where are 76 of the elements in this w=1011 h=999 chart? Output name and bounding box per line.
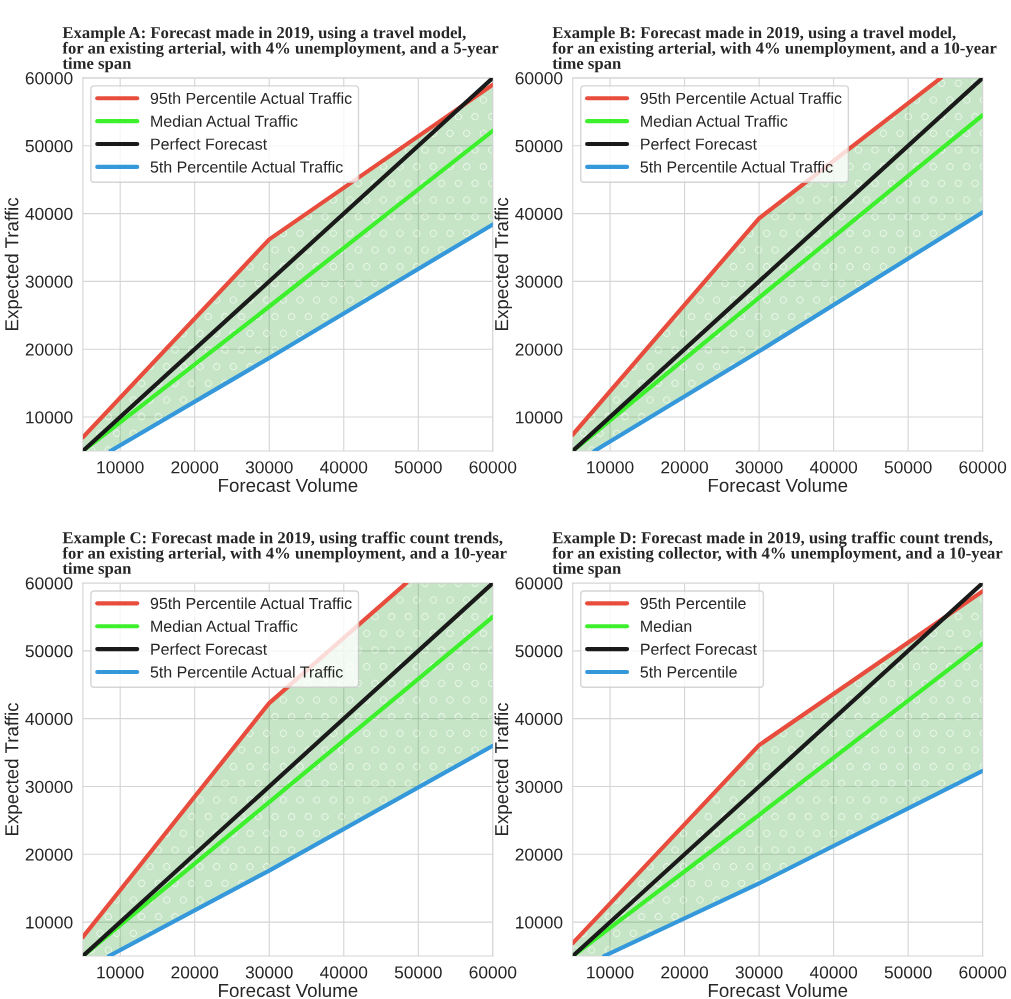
y-tick-label: 60000 (25, 577, 73, 590)
y-axis-title: Expected Traffic (4, 197, 23, 330)
legend-label: 5th Percentile Actual Traffic (150, 666, 343, 678)
y-tick-label: 50000 (25, 139, 73, 153)
x-tick-label: 20000 (661, 461, 709, 474)
x-tick-label: 60000 (959, 966, 1007, 979)
x-tick-label: 20000 (171, 966, 219, 979)
x-tick-label: 40000 (320, 966, 368, 979)
x-tick-label: 60000 (469, 966, 517, 979)
y-tick-label: 50000 (25, 645, 73, 658)
legend-label: 5th Percentile (640, 666, 737, 678)
x-tick-label: 60000 (959, 461, 1007, 474)
y-tick-label: 20000 (515, 848, 563, 861)
legend-label: Median Actual Traffic (151, 115, 298, 127)
y-tick-label: 10000 (26, 916, 73, 929)
x-tick-label: 10000 (97, 966, 144, 979)
legend-label: Median Actual Traffic (641, 115, 788, 127)
chart-title: Example A: Forecast made in 2019, using a travel model, for an existing arterial, with 4% unemployment, and a 5-year time span (62, 26, 499, 73)
y-tick-label: 40000 (25, 712, 73, 726)
chart-title: Example D: Forecast made in 2019, using traffic count trends, for an existing collector, with 4% unemployment, and a 10-year time span (552, 531, 1003, 578)
y-axis-title: Expected Traffic (4, 702, 23, 836)
legend-label: 5th Percentile Actual Traffic (640, 160, 833, 173)
x-tick-label: 20000 (661, 966, 709, 979)
x-tick-label: 50000 (394, 461, 442, 474)
x-tick-label: 40000 (809, 966, 858, 979)
y-tick-label: 40000 (515, 712, 563, 726)
y-tick-label: 60000 (25, 72, 73, 85)
chart-title: Example B: Forecast made in 2019, using a travel model, for an existing arterial, with 4% unemployment, and a 10-year time span (552, 26, 997, 73)
y-tick-label: 10000 (516, 411, 563, 424)
y-tick-label: 30000 (515, 780, 563, 793)
legend-label: 95th Percentile Actual Traffic (150, 92, 352, 105)
x-tick-label: 50000 (884, 966, 932, 979)
y-tick-label: 30000 (515, 275, 563, 288)
x-tick-label: 60000 (469, 461, 517, 474)
y-tick-label: 60000 (515, 577, 563, 590)
legend-label: 95th Percentile Actual Traffic (640, 92, 842, 105)
x-axis-title: Forecast Volume (219, 983, 358, 998)
y-tick-label: 40000 (25, 207, 73, 221)
chart-title: Example C: Forecast made in 2019, using traffic count trends, for an existing arterial, with 4% unemployment, and a 10-year time span (62, 531, 507, 578)
legend-label: Perfect Forecast (151, 643, 268, 655)
y-tick-label: 30000 (25, 275, 73, 288)
x-tick-label: 10000 (587, 461, 634, 474)
y-tick-label: 20000 (515, 343, 563, 356)
legend-label: 95th Percentile Actual Traffic (150, 597, 352, 610)
x-axis-title: Forecast Volume (219, 478, 358, 493)
x-axis-title: Forecast Volume (708, 983, 848, 998)
legend-label: Perfect Forecast (641, 643, 757, 655)
x-tick-label: 20000 (171, 461, 219, 474)
y-tick-label: 60000 (515, 72, 563, 85)
x-axis-title: Forecast Volume (708, 478, 848, 493)
x-tick-label: 30000 (245, 966, 293, 979)
y-tick-label: 10000 (516, 916, 563, 929)
y-tick-label: 20000 (25, 343, 73, 356)
y-axis-title: Expected Traffic (494, 702, 512, 836)
legend-label: Median (641, 620, 692, 632)
y-axis-title: Expected Traffic (494, 197, 512, 330)
y-tick-label: 40000 (515, 207, 563, 221)
legend-label: Perfect Forecast (641, 138, 757, 150)
x-tick-label: 30000 (735, 461, 783, 474)
legend-label: Perfect Forecast (151, 138, 268, 150)
x-tick-label: 10000 (587, 966, 634, 979)
legend-label: Median Actual Traffic (151, 620, 298, 632)
legend-label: 5th Percentile Actual Traffic (150, 160, 343, 173)
y-tick-label: 30000 (25, 780, 73, 793)
x-tick-label: 10000 (97, 461, 144, 474)
y-tick-label: 50000 (515, 139, 563, 153)
x-tick-label: 50000 (884, 461, 932, 474)
x-tick-label: 40000 (809, 461, 858, 474)
x-tick-label: 40000 (320, 461, 368, 474)
x-tick-label: 30000 (735, 966, 783, 979)
x-tick-label: 50000 (394, 966, 442, 979)
y-tick-label: 20000 (25, 848, 73, 861)
y-tick-label: 10000 (26, 411, 73, 424)
legend-label: 95th Percentile (640, 597, 746, 610)
x-tick-label: 30000 (245, 461, 293, 474)
y-tick-label: 50000 (515, 645, 563, 658)
